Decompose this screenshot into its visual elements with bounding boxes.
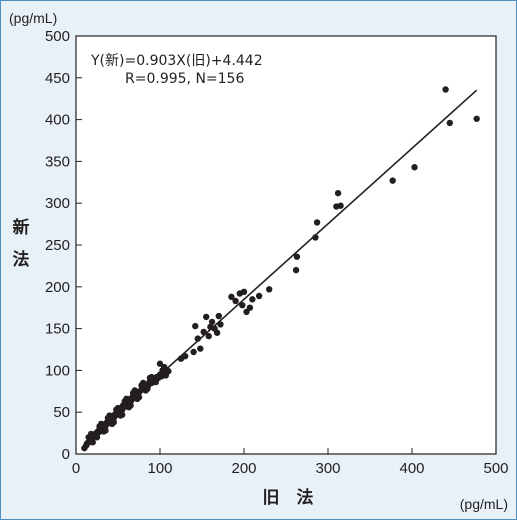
data-point bbox=[473, 115, 480, 122]
data-point bbox=[197, 345, 204, 352]
y-tick-label: 400 bbox=[45, 112, 70, 129]
data-point bbox=[246, 304, 254, 311]
x-tick-label: 500 bbox=[483, 460, 508, 477]
regression-stats: R=0.995, N=156 bbox=[125, 71, 244, 87]
axis-ticks: 0 50 100 150 200 250 300 350 400 450 500 0 100 200 300… bbox=[45, 28, 509, 477]
data-point bbox=[129, 389, 137, 397]
data-point bbox=[292, 266, 300, 274]
data-point bbox=[108, 420, 116, 428]
regression-line bbox=[83, 89, 478, 444]
y-tick-label: 500 bbox=[45, 28, 70, 45]
regression-equation: Y(新)=0.903X(旧)+4.442 bbox=[90, 53, 263, 69]
y-tick-label: 300 bbox=[45, 195, 70, 212]
y-tick-label: 0 bbox=[62, 446, 70, 463]
data-point bbox=[293, 253, 301, 260]
data-point bbox=[100, 428, 107, 435]
data-point bbox=[446, 119, 453, 127]
x-tick-label: 100 bbox=[147, 460, 172, 477]
y-tick-label: 450 bbox=[45, 70, 70, 87]
x-tick-label: 200 bbox=[231, 460, 256, 477]
data-point bbox=[125, 403, 133, 411]
data-point bbox=[85, 434, 92, 441]
data-point bbox=[190, 348, 197, 356]
y-tick-label: 350 bbox=[45, 153, 70, 170]
x-axis-label: 旧 法 bbox=[263, 487, 314, 508]
data-point bbox=[205, 332, 212, 340]
data-point bbox=[337, 202, 344, 209]
data-point bbox=[117, 412, 124, 419]
y-axis-label-char-1: 新 bbox=[13, 217, 30, 238]
data-point bbox=[240, 288, 248, 296]
data-point bbox=[146, 374, 154, 382]
data-point bbox=[239, 301, 246, 309]
x-unit-label: (pg/mL) bbox=[460, 496, 508, 512]
data-point bbox=[89, 439, 97, 446]
data-point bbox=[203, 313, 210, 321]
y-tick-label: 150 bbox=[45, 321, 70, 338]
data-point bbox=[213, 329, 221, 336]
data-point bbox=[228, 293, 235, 301]
data-point bbox=[442, 86, 449, 93]
data-point bbox=[389, 177, 396, 184]
y-tick-label: 100 bbox=[45, 362, 70, 379]
data-point bbox=[162, 372, 170, 379]
data-point bbox=[249, 296, 256, 303]
data-point bbox=[411, 164, 418, 171]
data-point bbox=[313, 219, 321, 226]
data-point bbox=[113, 406, 120, 413]
data-point bbox=[121, 398, 128, 405]
data-point bbox=[334, 189, 342, 197]
data-point bbox=[255, 292, 263, 300]
y-tick-label: 200 bbox=[45, 279, 70, 296]
x-tick-label: 300 bbox=[315, 460, 340, 477]
data-point bbox=[138, 382, 145, 389]
x-tick-label: 400 bbox=[399, 460, 424, 477]
data-point bbox=[215, 312, 222, 320]
data-point bbox=[192, 322, 199, 330]
y-axis-label-char-2: 法 bbox=[13, 249, 30, 270]
data-point bbox=[93, 434, 101, 441]
y-unit-label: (pg/mL) bbox=[9, 10, 57, 26]
data-point bbox=[208, 318, 216, 326]
data-point bbox=[232, 297, 239, 305]
data-point bbox=[266, 286, 273, 293]
x-tick-label: 0 bbox=[72, 460, 80, 477]
y-tick-label: 250 bbox=[45, 237, 70, 254]
y-tick-label: 50 bbox=[53, 404, 70, 421]
